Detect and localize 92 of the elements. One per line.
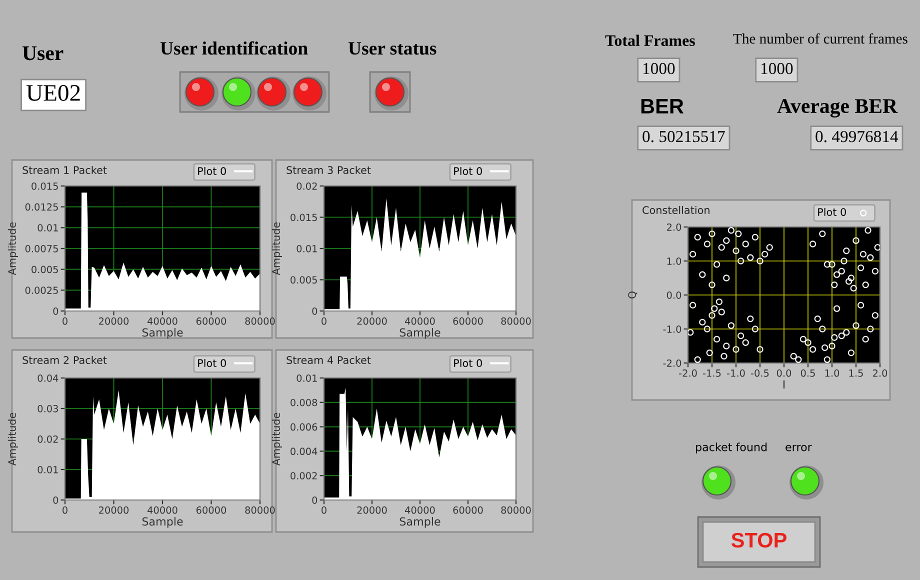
text: 1000 (761, 62, 793, 74)
text: BER (641, 99, 684, 114)
x-tick-label: 40000 (405, 506, 435, 514)
text: error (786, 444, 812, 452)
text: User identification (160, 41, 308, 55)
y-axis-title: Amplitude (8, 412, 18, 466)
y-axis-title: Q (628, 291, 638, 299)
y-tick-label: 0.02 (38, 435, 58, 443)
x-tick-label: 40000 (405, 317, 435, 325)
x-tick-label: 60000 (196, 317, 226, 325)
text: Total Frames (605, 34, 695, 46)
text: User (22, 46, 64, 60)
x-tick-label: 1.0 (825, 369, 840, 377)
y-tick-label: 0.0 (666, 291, 682, 299)
x-tick-label: 60000 (196, 506, 226, 514)
x-tick-label: -0.5 (750, 369, 769, 377)
y-axis-title: Amplitude (272, 412, 282, 466)
legend-label: Plot 0 (454, 358, 482, 368)
y-tick-label: 0.02 (296, 182, 317, 190)
x-tick-label: 20000 (357, 317, 387, 325)
text: STOP (731, 532, 786, 548)
chart-title: Stream 3 Packet (286, 166, 371, 174)
y-tick-label: 0.005 (290, 276, 317, 284)
y-tick-label: 0.01 (38, 224, 58, 232)
y-tick-label: 0.006 (290, 423, 318, 431)
legend-label: Plot 0 (818, 208, 846, 216)
y-tick-label: -2.0 (663, 359, 682, 367)
y-tick-label: 0.0025 (25, 286, 58, 294)
x-axis-title: Sample (142, 328, 183, 339)
x-tick-label: -2.0 (678, 369, 697, 377)
x-axis-title: Sample (142, 517, 183, 528)
x-tick-label: 0.0 (776, 369, 792, 377)
text: Average BER (777, 99, 898, 118)
x-tick-label: 80000 (245, 317, 275, 325)
chart-title: Stream 4 Packet (286, 356, 371, 364)
x-tick-label: 0.5 (800, 369, 815, 377)
y-tick-label: 0 (312, 496, 318, 504)
chart-title: Constellation (642, 206, 710, 214)
x-axis-title: Sample (400, 328, 440, 339)
y-tick-label: 0.01 (296, 244, 317, 252)
chart-title: Stream 2 Packet (22, 356, 107, 364)
x-tick-label: 20000 (99, 317, 129, 325)
y-tick-label: 0.005 (32, 266, 58, 274)
x-tick-label: 80000 (245, 506, 275, 514)
y-tick-label: 0.01 (38, 466, 58, 474)
x-tick-label: 40000 (148, 317, 178, 325)
x-axis-title: I (783, 380, 785, 388)
y-tick-label: 0 (312, 307, 318, 315)
x-tick-label: 80000 (501, 317, 531, 325)
legend-label: Plot 0 (454, 166, 482, 176)
x-tick-label: 60000 (453, 506, 483, 514)
y-tick-label: 0.004 (290, 448, 318, 456)
x-axis-title: Sample (400, 517, 440, 528)
y-tick-label: 0 (53, 307, 58, 315)
text: 0. 50215517 (642, 130, 725, 142)
text: UE02 (26, 84, 80, 101)
y-tick-label: 2.0 (667, 223, 682, 231)
y-axis-title: Amplitude (8, 222, 18, 276)
y-tick-label: 1.0 (667, 257, 682, 265)
x-tick-label: 20000 (357, 506, 387, 514)
text: 1000 (643, 62, 675, 74)
text: The number of current frames (733, 33, 908, 44)
x-tick-label: 2.0 (872, 369, 888, 377)
chart-title: Stream 1 Packet (22, 166, 107, 174)
y-tick-label: 0.0125 (25, 203, 58, 211)
text: packet found (696, 442, 767, 454)
y-axis-title: Amplitude (272, 222, 282, 276)
x-tick-label: 0 (62, 317, 68, 325)
x-tick-label: 0 (322, 506, 326, 514)
y-tick-label: 0.015 (32, 182, 58, 190)
y-tick-label: 0.04 (38, 374, 58, 382)
x-tick-label: 20000 (99, 506, 129, 514)
x-tick-label: 0 (322, 317, 326, 325)
legend-label: Plot 0 (198, 166, 226, 176)
y-tick-label: -1.0 (663, 325, 682, 333)
x-tick-label: 40000 (148, 506, 178, 514)
legend-label: Plot 0 (198, 358, 226, 368)
y-tick-label: 0.015 (290, 214, 317, 222)
y-tick-label: 0.008 (290, 398, 318, 406)
y-tick-label: 0.01 (296, 374, 317, 382)
x-tick-label: 60000 (453, 317, 483, 325)
x-tick-label: -1.0 (726, 369, 745, 377)
x-tick-label: 1.5 (849, 370, 863, 377)
y-tick-label: 0.03 (38, 404, 58, 412)
x-tick-label: 0 (62, 506, 68, 514)
text: 0. 49976814 (816, 130, 898, 142)
x-tick-label: 80000 (501, 506, 531, 514)
y-tick-label: 0 (53, 496, 58, 504)
y-tick-label: 0.0075 (25, 244, 58, 252)
y-tick-label: 0.002 (290, 472, 317, 480)
x-tick-label: -1.5 (702, 370, 721, 377)
text: User status (348, 42, 436, 55)
